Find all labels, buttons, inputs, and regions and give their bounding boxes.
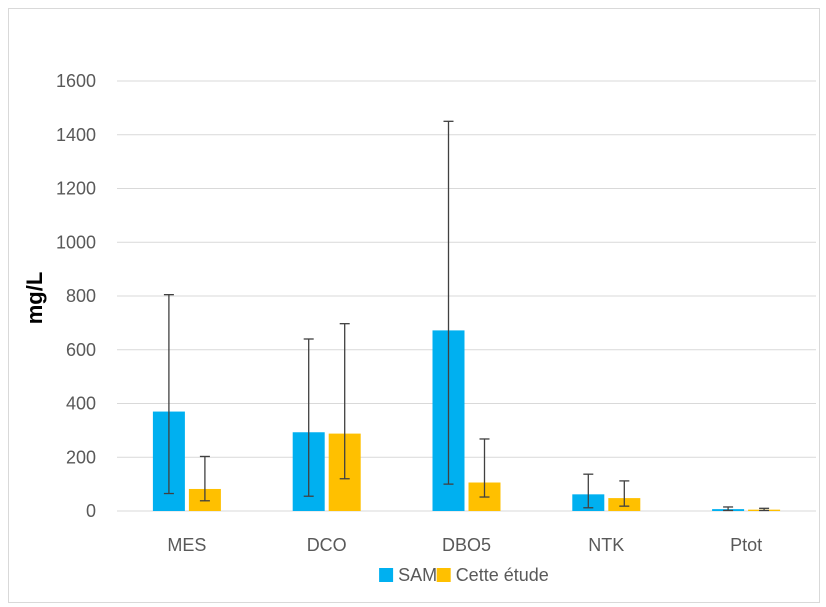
y-tick-label: 1200 [56, 179, 96, 199]
x-category-labels: MES DCO DBO5 NTK Ptot [167, 535, 762, 555]
y-tick-label: 0 [86, 501, 96, 521]
x-category-label: NTK [588, 535, 624, 555]
y-tick-label: 1400 [56, 125, 96, 145]
y-tick-label: 600 [66, 340, 96, 360]
x-category-label: DBO5 [442, 535, 491, 555]
legend-swatch [379, 568, 394, 582]
y-tick-labels: 0 200 400 600 800 1000 1200 1400 1600 [56, 71, 96, 521]
x-category-label: DCO [307, 535, 347, 555]
y-tick-label: 1600 [56, 71, 96, 91]
legend: SAM Cette étude [379, 565, 549, 585]
y-tick-label: 800 [66, 286, 96, 306]
legend-swatch [436, 568, 451, 582]
x-category-label: Ptot [730, 535, 762, 555]
y-axis-label: mg/L [22, 272, 47, 325]
chart-frame [8, 8, 820, 603]
x-category-label: MES [167, 535, 206, 555]
y-tick-label: 200 [66, 447, 96, 467]
y-tick-label: 1000 [56, 232, 96, 252]
legend-label: SAM [398, 565, 437, 585]
error-bars [163, 120, 770, 512]
grid-lines [117, 80, 816, 512]
y-tick-label: 400 [66, 394, 96, 414]
legend-label: Cette étude [456, 565, 549, 585]
bars [152, 330, 781, 511]
